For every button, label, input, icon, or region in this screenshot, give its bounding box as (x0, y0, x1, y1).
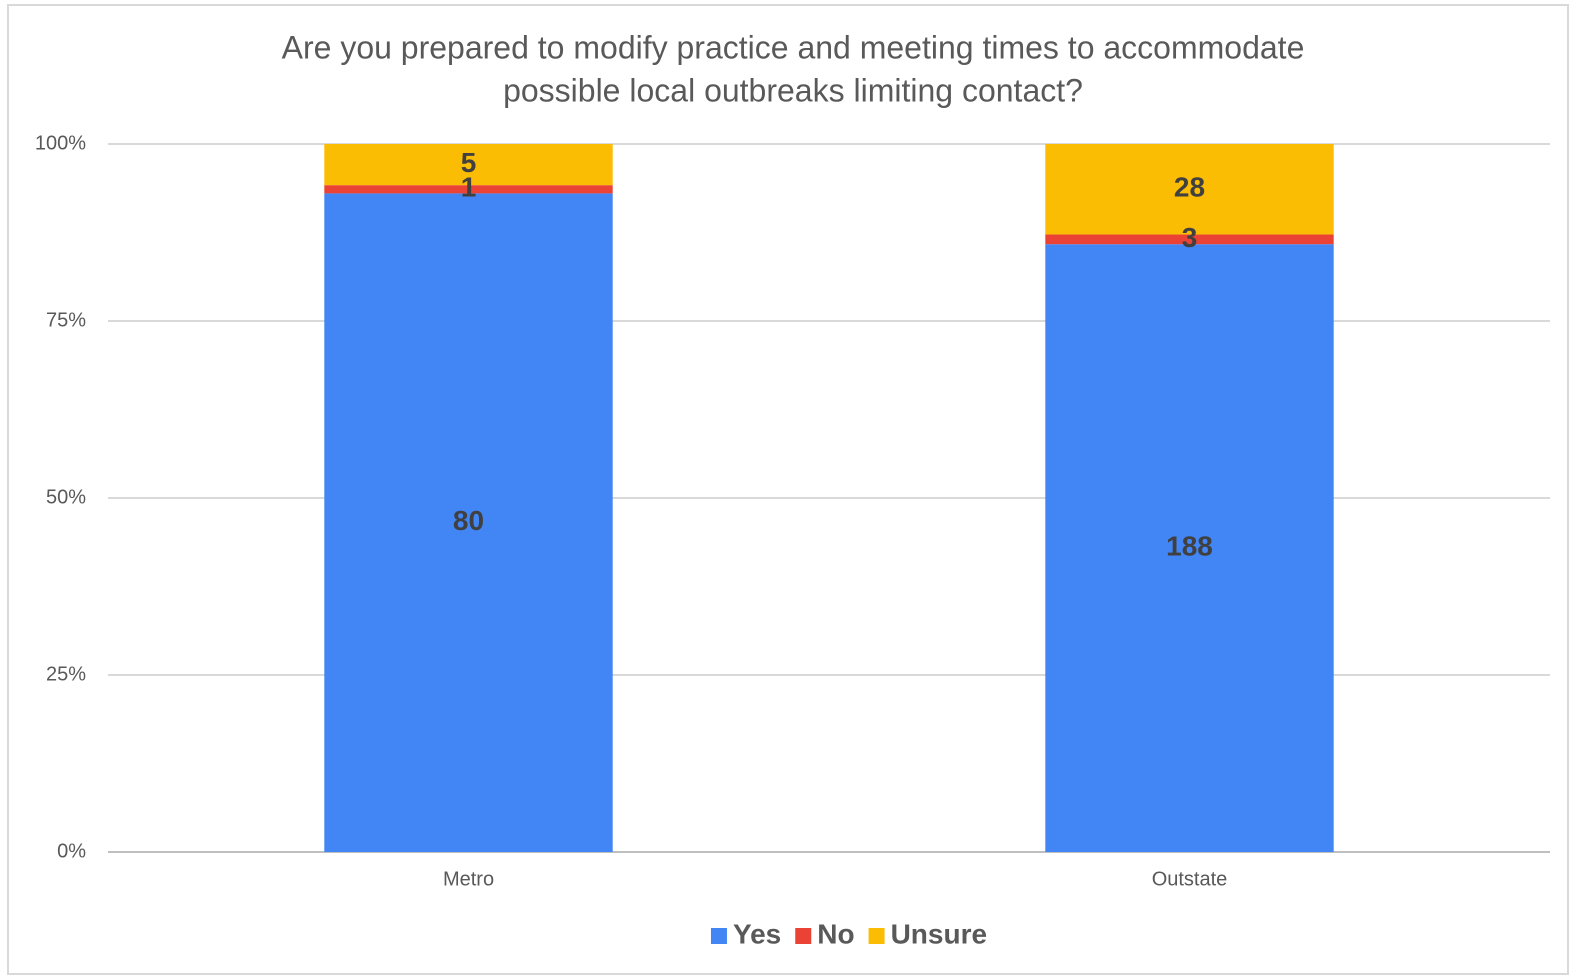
chart-title: possible local outbreaks limiting contac… (503, 72, 1083, 108)
legend-swatch (868, 928, 885, 944)
bar-segment (324, 144, 613, 186)
bar-segment (1045, 244, 1334, 852)
data-label: 80 (453, 505, 484, 536)
y-tick-label: 0% (57, 840, 86, 862)
x-tick-label: Metro (443, 868, 494, 890)
bar-segment (1045, 234, 1334, 245)
y-tick-label: 100% (35, 132, 86, 154)
data-label: 188 (1166, 531, 1213, 562)
y-tick-label: 50% (46, 486, 86, 508)
data-label: 1 (461, 172, 477, 203)
bar-segment (324, 185, 613, 194)
legend-swatch (710, 928, 727, 944)
y-tick-label: 75% (46, 309, 86, 331)
bar-segment (324, 193, 613, 852)
y-tick-label: 25% (46, 663, 86, 685)
legend-label: Unsure (891, 918, 987, 949)
chart-title: Are you prepared to modify practice and … (282, 29, 1305, 65)
data-label: 3 (1182, 222, 1198, 253)
legend-label: Yes (733, 918, 781, 949)
bar-segment (1045, 144, 1334, 235)
x-tick-label: Outstate (1152, 868, 1228, 890)
data-label: 28 (1174, 172, 1205, 203)
chart-border (7, 4, 1569, 975)
data-label: 5 (461, 147, 477, 178)
legend-label: No (817, 918, 854, 949)
legend-swatch (795, 928, 812, 944)
